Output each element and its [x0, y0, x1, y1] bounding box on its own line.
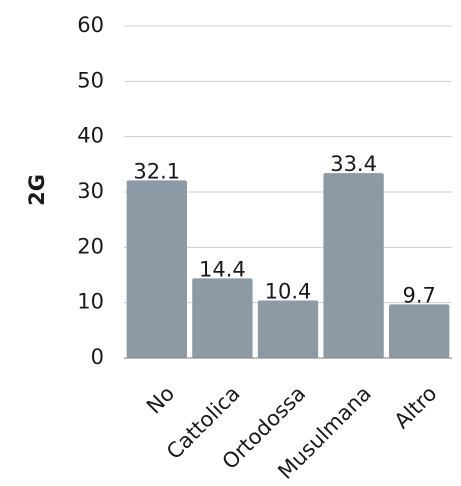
- bar: [126, 180, 187, 358]
- data-labels: 32.1 14.4 10.4 33.4 9.7: [133, 152, 435, 307]
- data-label: 33.4: [330, 152, 377, 176]
- x-tick-label: Altro: [390, 381, 442, 433]
- bar: [192, 278, 253, 358]
- y-tick-label: 10: [77, 290, 104, 314]
- y-tick-label: 50: [77, 68, 104, 92]
- bar: [257, 300, 319, 358]
- bar: [389, 304, 450, 358]
- data-label: 14.4: [199, 257, 246, 281]
- y-tick-label: 30: [77, 179, 104, 203]
- bar: [323, 173, 384, 358]
- y-tick-labels: 0 10 20 30 40 50 60: [77, 13, 104, 369]
- y-axis-label: 2G: [25, 174, 49, 206]
- y-tick-label: 0: [91, 345, 104, 369]
- x-tick-label: No: [142, 381, 179, 418]
- y-tick-label: 20: [77, 234, 104, 258]
- y-tick-label: 60: [77, 13, 104, 37]
- data-label: 10.4: [265, 279, 312, 303]
- bars: [126, 173, 450, 358]
- data-label: 32.1: [133, 159, 180, 183]
- data-label: 9.7: [402, 283, 435, 307]
- y-tick-label: 40: [77, 124, 104, 148]
